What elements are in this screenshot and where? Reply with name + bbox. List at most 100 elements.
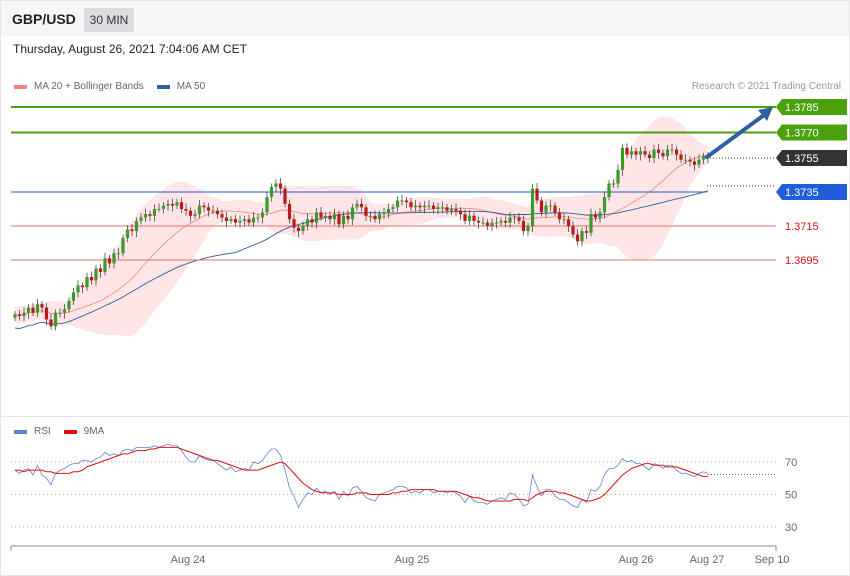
- level-label-1.3755: 1.3755: [785, 153, 819, 165]
- timeframe-badge[interactable]: 30 MIN: [84, 8, 134, 32]
- candle-body: [148, 214, 152, 216]
- candle-body: [328, 215, 332, 220]
- candle-body: [377, 214, 382, 220]
- candle-body: [661, 152, 665, 157]
- candle-body: [305, 219, 310, 226]
- candle-body: [170, 203, 175, 206]
- candle-body: [607, 183, 611, 198]
- candle-body: [301, 226, 305, 232]
- candle-body: [274, 183, 278, 187]
- candle-body: [409, 202, 413, 208]
- candle-body: [121, 237, 125, 254]
- candle-body: [679, 154, 683, 160]
- x-axis-label: Aug 27: [690, 554, 725, 566]
- target-arrow-shaft: [705, 113, 766, 159]
- candle-body: [458, 210, 463, 215]
- candle-body: [431, 205, 436, 209]
- candle-body: [503, 220, 508, 223]
- candle-body: [49, 319, 53, 327]
- candle-body: [58, 312, 62, 314]
- candle-body: [665, 149, 670, 157]
- price-panel: 1.3785 1.3770 1.3755 1.3735 1.3715 1.3695: [11, 99, 847, 337]
- candle-body: [692, 161, 697, 165]
- candle-body: [76, 285, 80, 293]
- candle-body: [197, 205, 202, 215]
- candle-body: [13, 314, 17, 318]
- candle-body: [629, 151, 634, 155]
- level-label-1.3715: 1.3715: [785, 221, 819, 233]
- candle-body: [382, 212, 386, 215]
- candle-body: [454, 209, 458, 211]
- candle-body: [296, 227, 301, 232]
- price-legend: MA 20 + Bollinger Bands MA 50: [14, 81, 205, 92]
- candle-body: [611, 183, 616, 185]
- x-axis-label: Aug 25: [395, 554, 430, 566]
- candle-body: [229, 219, 233, 221]
- level-label-1.3785: 1.3785: [785, 102, 819, 114]
- rsi-series-9ma: [15, 446, 708, 502]
- candle-body: [67, 300, 71, 310]
- candle-body: [616, 169, 620, 184]
- candle-body: [22, 312, 26, 317]
- candle-body: [373, 215, 377, 220]
- candle-body: [521, 220, 526, 232]
- legend-9ma-swatch: [63, 429, 77, 434]
- candle-body: [589, 214, 593, 233]
- datetime-label: Thursday, August 26, 2021 7:04:06 AM CET: [13, 42, 247, 56]
- candle-body: [557, 212, 562, 220]
- candle-body: [224, 217, 229, 221]
- candle-body: [260, 212, 265, 218]
- candle-body: [571, 226, 575, 235]
- candle-body: [481, 222, 485, 224]
- candle-body: [652, 149, 656, 158]
- candle-body: [593, 214, 598, 218]
- candle-body: [238, 220, 242, 223]
- candle-body: [341, 215, 346, 225]
- candle-body: [638, 151, 643, 155]
- candle-body: [283, 188, 287, 204]
- candle-body: [445, 207, 449, 211]
- candle-body: [539, 200, 544, 213]
- candle-body: [269, 186, 274, 198]
- candle-body: [332, 214, 337, 220]
- candle-body: [566, 219, 571, 226]
- candle-body: [517, 217, 521, 221]
- candle-body: [634, 151, 638, 155]
- candle-body: [107, 258, 112, 264]
- candle-body: [206, 207, 211, 211]
- rsi-tick-label: 30: [785, 522, 797, 534]
- candle-body: [535, 188, 539, 201]
- candle-body: [544, 205, 548, 213]
- rsi-tick-label: 50: [785, 490, 797, 502]
- candle-body: [584, 231, 589, 233]
- candle-body: [31, 307, 35, 313]
- candle-body: [548, 205, 553, 207]
- candle-body: [265, 197, 269, 213]
- candle-body: [472, 215, 476, 221]
- candle-body: [436, 207, 440, 209]
- rsi-tick-label: 70: [785, 457, 797, 469]
- candle-body: [463, 214, 467, 221]
- rsi-series-rsi: [14, 443, 709, 509]
- rsi-panel: 70 50 30: [11, 443, 797, 534]
- candle-body: [395, 200, 400, 208]
- chart-header: GBP/USD 30 MIN: [1, 1, 849, 36]
- candle-body: [467, 215, 472, 221]
- level-label-1.3735: 1.3735: [785, 187, 819, 199]
- candle-body: [476, 220, 481, 223]
- legend-ma20-swatch: [14, 84, 27, 89]
- legend-ma50-swatch: [156, 84, 170, 89]
- candle-body: [53, 312, 58, 327]
- candle-body: [355, 203, 359, 208]
- panel-divider: [1, 416, 849, 417]
- legend-rsi-swatch: [14, 429, 27, 434]
- candle-body: [562, 219, 566, 221]
- x-axis-label: Sep 10: [755, 554, 790, 566]
- candle-body: [625, 147, 629, 155]
- candle-body: [499, 220, 503, 223]
- target-arrow-head: [758, 107, 773, 121]
- candle-body: [391, 207, 395, 209]
- candle-body: [278, 183, 283, 189]
- candle-body: [602, 197, 607, 213]
- candle-body: [17, 314, 22, 317]
